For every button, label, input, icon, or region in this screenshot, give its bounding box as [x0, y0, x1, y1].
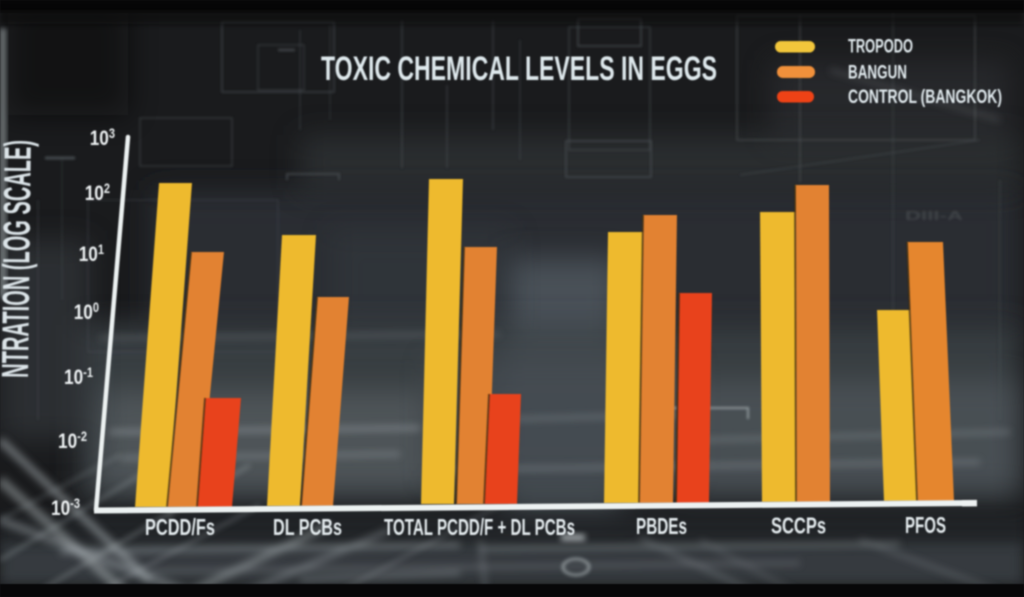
- svg-text:PFOS: PFOS: [905, 512, 946, 538]
- svg-text:TOTAL PCDD/F + DL PCBs: TOTAL PCDD/F + DL PCBs: [384, 514, 575, 540]
- svg-text:10-1: 10-1: [64, 365, 93, 389]
- svg-text:DL PCBs: DL PCBs: [273, 514, 342, 540]
- svg-text:TOXIC CHEMICAL LEVELS IN EGGS: TOXIC CHEMICAL LEVELS IN EGGS: [321, 50, 717, 88]
- svg-text:DIII-A: DIII-A: [905, 208, 964, 223]
- svg-text:102: 102: [85, 181, 110, 205]
- svg-text:PCDD/Fs: PCDD/Fs: [145, 514, 215, 540]
- svg-text:NTRATION (LOG SCALE): NTRATION (LOG SCALE): [0, 140, 40, 378]
- svg-text:PBDEs: PBDEs: [636, 513, 687, 539]
- svg-text:BANGUN: BANGUN: [848, 63, 907, 84]
- svg-text:SCCPs: SCCPs: [771, 513, 826, 539]
- svg-text:CONTROL (BANGKOK): CONTROL (BANGKOK): [848, 87, 1002, 108]
- svg-text:TROPODO: TROPODO: [848, 37, 913, 58]
